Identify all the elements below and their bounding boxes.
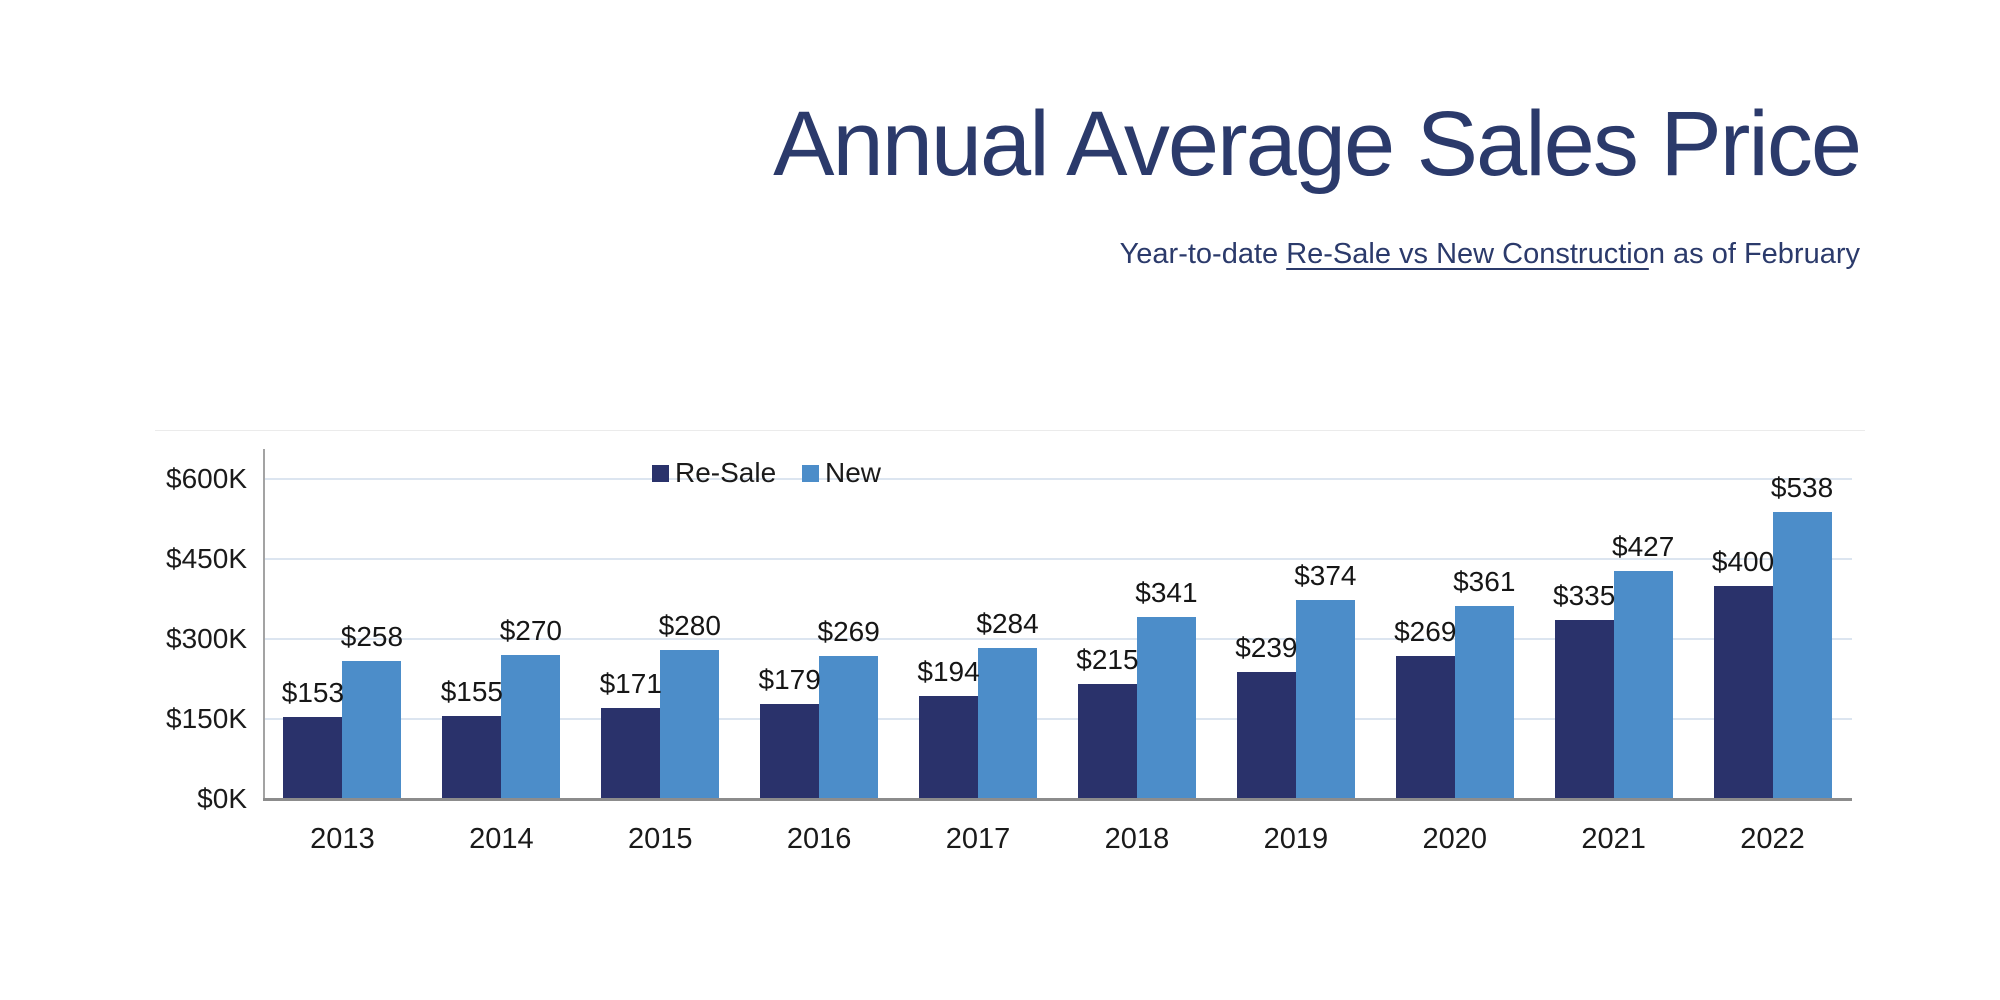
bar-new-2019 xyxy=(1295,599,1355,799)
bar-new-2022 xyxy=(1772,512,1832,799)
y-axis-tick-label: $0K xyxy=(197,783,247,814)
data-label-resale-2021: $335 xyxy=(1552,580,1616,612)
data-label-resale-2020: $269 xyxy=(1394,615,1457,647)
bar-resale-2020 xyxy=(1395,655,1455,799)
bar-new-2013 xyxy=(342,661,402,799)
bar-new-2016 xyxy=(819,655,879,799)
bar-new-2021 xyxy=(1613,571,1673,799)
bar-resale-2018 xyxy=(1077,684,1137,799)
legend-item-resale: Re-Sale xyxy=(652,458,776,488)
data-label-new-2013: $258 xyxy=(340,621,404,653)
x-axis-line xyxy=(263,798,1852,801)
data-label-new-2018: $341 xyxy=(1135,577,1198,609)
gridline-300k xyxy=(263,638,1852,640)
bar-resale-2015 xyxy=(601,707,661,799)
gridline-150k xyxy=(263,718,1852,720)
data-label-new-2015: $280 xyxy=(658,609,721,641)
bar-new-2014 xyxy=(501,655,561,799)
x-axis-tick-label-2022: 2022 xyxy=(1740,823,1805,855)
data-label-resale-2014: $155 xyxy=(440,676,503,708)
legend-label: New xyxy=(825,457,882,488)
data-label-new-2019: $374 xyxy=(1294,559,1357,591)
legend-swatch-icon xyxy=(802,464,819,482)
data-label-resale-2015: $171 xyxy=(599,667,662,699)
x-axis-tick-label-2016: 2016 xyxy=(786,823,852,855)
gridline-600k xyxy=(263,478,1852,480)
subtitle-underlined: Re-Sale vs New Constructio xyxy=(1286,238,1649,270)
bar-resale-2017 xyxy=(919,695,979,799)
data-label-new-2016: $269 xyxy=(817,615,880,647)
y-axis-tick-label: $150K xyxy=(166,703,247,734)
legend-label: Re-Sale xyxy=(675,457,777,488)
bar-new-2018 xyxy=(1136,617,1196,799)
bar-new-2017 xyxy=(978,647,1038,799)
data-label-new-2014: $270 xyxy=(499,615,562,646)
data-label-new-2017: $284 xyxy=(976,607,1039,639)
subtitle-prefix: Year-to-date xyxy=(1119,238,1287,270)
data-label-resale-2018: $215 xyxy=(1076,644,1139,676)
x-axis-tick-label-2019: 2019 xyxy=(1263,823,1329,855)
y-axis-tick-label: $600K xyxy=(166,463,247,494)
data-label-resale-2013: $153 xyxy=(281,677,345,709)
x-axis-tick-label-2017: 2017 xyxy=(945,823,1011,855)
gridline-450k xyxy=(263,558,1852,560)
bar-resale-2019 xyxy=(1236,671,1296,799)
bar-resale-2016 xyxy=(760,703,820,799)
legend-item-new: New xyxy=(802,458,881,488)
chart-subtitle: Year-to-date Re-Sale vs New Construction… xyxy=(1120,238,1860,271)
x-axis-tick-label-2015: 2015 xyxy=(627,823,693,855)
bar-resale-2013 xyxy=(283,717,343,799)
data-label-new-2020: $361 xyxy=(1453,566,1516,598)
data-label-resale-2016: $179 xyxy=(758,663,821,695)
x-axis-tick-label-2014: 2014 xyxy=(469,823,534,855)
bar-resale-2022 xyxy=(1713,585,1773,799)
data-label-new-2022: $538 xyxy=(1770,472,1834,504)
bar-resale-2021 xyxy=(1554,620,1614,799)
chart-frame-top-border xyxy=(155,430,1865,431)
y-axis-tick-label: $450K xyxy=(166,543,247,574)
bar-new-2020 xyxy=(1454,606,1514,799)
x-axis-tick-label-2021: 2021 xyxy=(1581,823,1646,855)
bar-new-2015 xyxy=(660,649,720,799)
data-label-new-2021: $427 xyxy=(1611,531,1675,563)
chart-title: Annual Average Sales Price xyxy=(773,93,1862,195)
x-axis-tick-label-2020: 2020 xyxy=(1422,823,1488,855)
y-axis-tick-label: $300K xyxy=(166,623,247,654)
x-axis-tick-label-2013: 2013 xyxy=(310,823,375,855)
y-axis-line xyxy=(263,449,265,799)
subtitle-suffix: n as of February xyxy=(1648,238,1860,270)
bar-resale-2014 xyxy=(442,716,502,799)
x-axis-tick-label-2018: 2018 xyxy=(1104,823,1170,855)
data-label-resale-2017: $194 xyxy=(917,655,980,687)
legend-swatch-icon xyxy=(652,464,669,482)
data-label-resale-2019: $239 xyxy=(1235,631,1298,663)
data-label-resale-2022: $400 xyxy=(1711,545,1775,577)
